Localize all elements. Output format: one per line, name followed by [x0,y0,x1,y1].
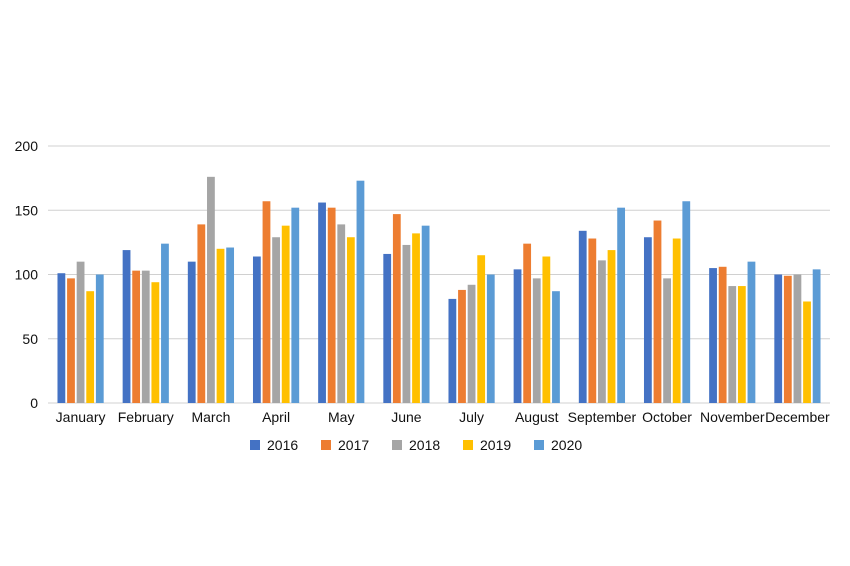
bars [57,176,821,403]
y-tick-label: 200 [15,138,39,154]
bar-2018-august [532,278,541,403]
y-tick-label: 150 [15,202,39,218]
bar-2019-april [281,225,290,403]
x-tick-label-july: July [459,409,484,425]
x-tick-label-june: June [391,409,422,425]
x-tick-label-december: December [765,409,830,425]
bar-2017-march [197,224,206,403]
legend-swatch-2017 [321,440,331,450]
x-tick-label-october: October [642,409,692,425]
bar-2018-july [467,284,476,403]
x-tick-label-august: August [515,409,559,425]
bar-2016-december [774,274,783,403]
bar-2020-september [617,207,626,403]
bar-2017-february [132,270,141,403]
x-tick-label-february: February [118,409,174,425]
x-tick-label-may: May [328,409,354,425]
legend: 2016 2017 2018 2019 2020 [250,437,582,453]
bar-2016-september [578,230,587,403]
bar-2019-september [607,250,616,403]
x-tick-label-january: January [56,409,106,425]
bar-2019-march [216,248,225,403]
bar-2017-june [392,214,401,403]
bar-2017-september [588,238,597,403]
bar-2020-july [486,274,495,403]
bar-2018-april [272,237,280,403]
bar-2019-may [346,237,355,403]
bar-2017-august [523,243,532,403]
legend-label-2016: 2016 [267,437,298,453]
bar-2016-august [513,269,522,403]
bar-2020-february [161,243,169,403]
y-tick-label: 100 [15,267,39,283]
bar-2018-march [207,176,215,403]
bar-2018-november [728,286,737,403]
bar-2017-april [262,201,271,403]
bar-2018-october [663,278,671,403]
bar-2020-january [95,274,104,403]
bar-2019-october [672,238,681,403]
bar-2020-may [356,180,365,403]
bar-2019-january [86,291,95,403]
bar-2016-october [643,237,652,403]
bar-2020-august [552,291,560,403]
x-tick-label-september: September [568,409,637,425]
bar-2019-july [477,255,486,403]
bar-2017-december [783,275,792,403]
bar-2019-august [542,256,551,403]
bar-2020-march [226,247,235,403]
bar-2017-november [718,266,727,403]
bar-2016-july [448,298,457,403]
bar-2018-january [76,261,85,403]
y-tick-label: 0 [30,395,38,411]
x-tick-label-april: April [262,409,290,425]
legend-swatch-2018 [392,440,402,450]
legend-label-2017: 2017 [338,437,369,453]
bar-2016-february [122,250,131,403]
legend-label-2019: 2019 [480,437,511,453]
bar-2018-december [793,274,802,403]
bar-2017-october [653,220,662,403]
legend-label-2020: 2020 [551,437,582,453]
x-tick-label-november: November [700,409,765,425]
legend-swatch-2020 [534,440,544,450]
bar-2016-january [57,273,66,403]
bar-2020-april [291,207,300,403]
bar-2018-september [598,260,606,403]
bar-2020-november [747,261,756,403]
y-tick-label: 50 [22,331,38,347]
bar-2020-june [421,225,430,403]
legend-swatch-2019 [463,440,473,450]
bar-2016-march [187,261,196,403]
bar-2017-may [327,207,336,403]
bar-2016-november [709,268,717,403]
bar-2016-april [252,256,261,403]
bar-2019-june [412,233,420,403]
bar-2018-june [402,244,411,403]
bar-2016-june [383,253,392,403]
bar-2019-december [803,301,811,403]
legend-swatch-2016 [250,440,260,450]
y-axis-ticks: 0 50 100 150 200 [15,138,39,411]
bar-2020-october [682,201,691,403]
bar-2018-february [141,270,150,403]
bar-2019-february [151,282,160,403]
bar-2017-january [67,278,75,403]
bar-2019-november [737,286,746,403]
bar-2020-december [812,269,821,403]
bar-2018-may [337,224,346,403]
x-axis-labels: January February March April May June July Augu… [56,409,830,425]
bar-2017-july [458,289,466,403]
bar-2016-may [318,202,326,403]
x-tick-label-march: March [191,409,230,425]
grid-lines [48,145,830,404]
legend-label-2018: 2018 [409,437,440,453]
